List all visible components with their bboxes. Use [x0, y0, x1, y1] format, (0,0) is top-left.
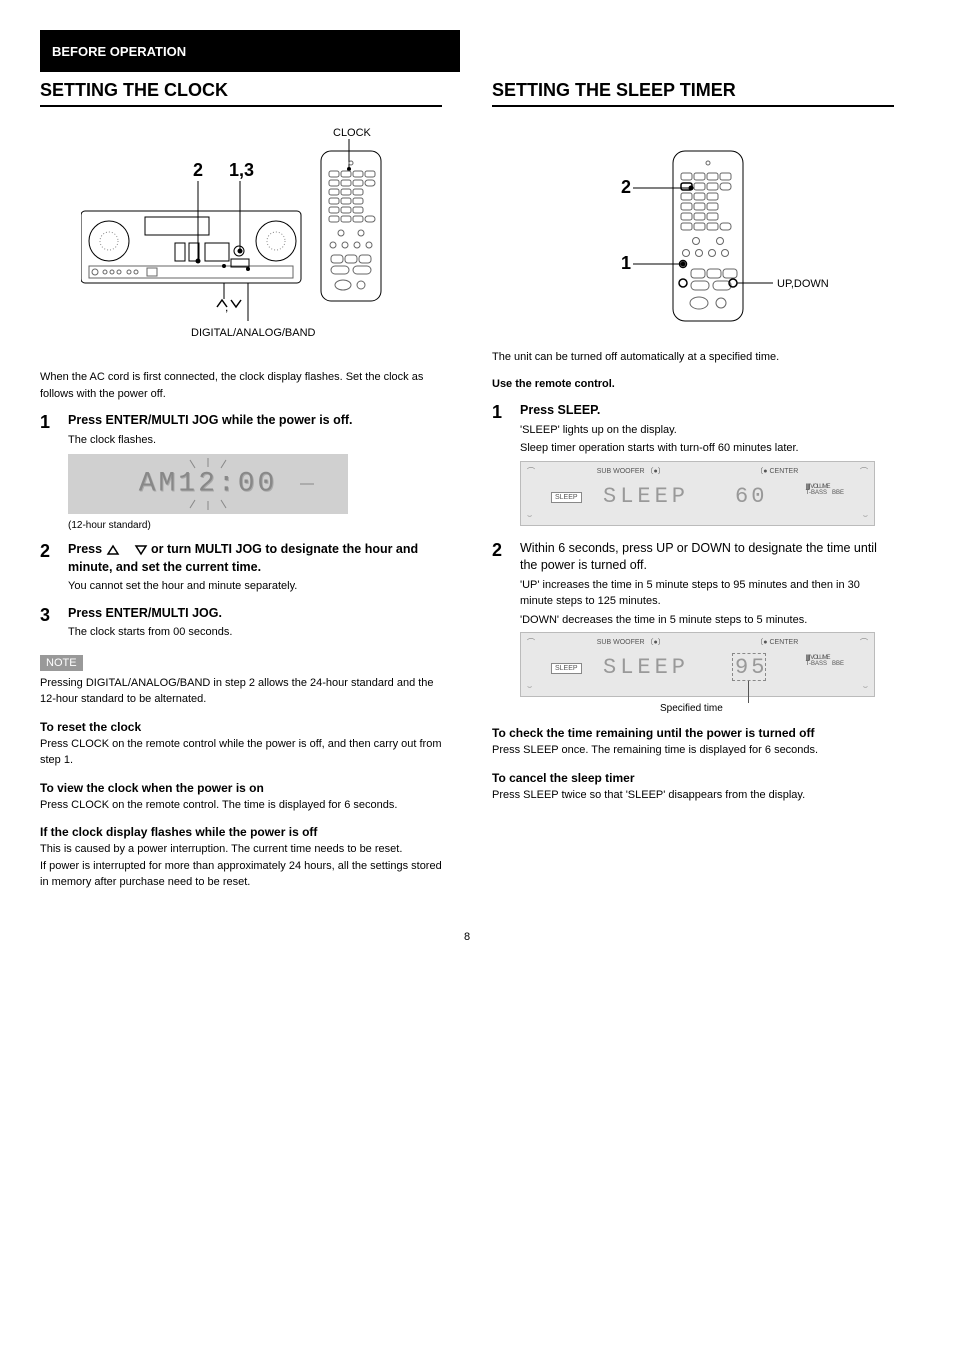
note-label: NOTE — [40, 655, 83, 671]
section-title-sleep: SETTING THE SLEEP TIMER — [492, 80, 894, 107]
page-number: 8 — [40, 931, 894, 943]
clock-step-3: 3 Press ENTER/MULTI JOG. The clock start… — [40, 605, 442, 641]
specified-time-caption: Specified time — [660, 703, 894, 714]
svg-text:2: 2 — [193, 160, 203, 180]
up-down-icons — [106, 544, 148, 556]
reset-clock-head: To reset the clock — [40, 720, 442, 734]
step-lead: Press or turn MULTI JOG to designate the… — [68, 541, 442, 576]
flash-clock-text: This is caused by a power interruption. … — [40, 841, 442, 891]
view-clock-text: Press CLOCK on the remote control. The t… — [40, 797, 442, 814]
clock-diagram: 2 1,3 CLOCK — [40, 121, 442, 351]
step-number: 1 — [492, 402, 510, 530]
step-sub: The clock flashes. — [68, 432, 442, 449]
step-sub: 'UP' increases the time in 5 minute step… — [520, 577, 894, 610]
svg-text:2: 2 — [621, 177, 631, 197]
sleep-step-2: 2 Within 6 seconds, press UP or DOWN to … — [492, 540, 894, 715]
svg-text:DIGITAL/ANALOG/BAND: DIGITAL/ANALOG/BAND — [191, 327, 316, 339]
step-lead: Press ENTER/MULTI JOG while the power is… — [68, 412, 442, 430]
view-clock-head: To view the clock when the power is on — [40, 781, 442, 795]
step-number: 2 — [492, 540, 510, 715]
left-column: SETTING THE CLOCK 2 1,3 CLOCK — [40, 80, 442, 901]
sleep-diagram: 2 1 — [492, 121, 894, 331]
reset-clock-text: Press CLOCK on the remote control while … — [40, 736, 442, 769]
header-bar: BEFORE OPERATION — [40, 30, 460, 72]
clock-display-text: AM12:00 — [139, 469, 278, 500]
svg-text:,: , — [225, 300, 228, 314]
step-sub: The clock starts from 00 seconds. — [68, 624, 442, 641]
step-lead: Press ENTER/MULTI JOG. — [68, 605, 442, 623]
svg-text:1: 1 — [621, 253, 631, 273]
svg-text:UP,DOWN: UP,DOWN — [777, 278, 829, 290]
sleep-step-1: 1 Press SLEEP. 'SLEEP' lights up on the … — [492, 402, 894, 530]
svg-text:1,3: 1,3 — [229, 160, 254, 180]
lcd-panel-1: ⌒ ⌒ ⌣ ⌣ SUB WOOFER 〔●〕 〔● CENTER SLEEP S… — [520, 461, 875, 526]
right-column: SETTING THE SLEEP TIMER 2 1 — [492, 80, 894, 901]
step-lead: Press SLEEP. — [520, 402, 894, 420]
cancel-sleep-head: To cancel the sleep timer — [492, 771, 894, 785]
step-number: 1 — [40, 412, 58, 531]
section-title-clock: SETTING THE CLOCK — [40, 80, 442, 107]
lcd-panel-2: ⌒ ⌒ ⌣ ⌣ SUB WOOFER 〔●〕 〔● CENTER SLEEP S… — [520, 632, 875, 697]
step-sub: 'DOWN' decreases the time in 5 minute st… — [520, 612, 894, 629]
note-text: Pressing DIGITAL/ANALOG/BAND in step 2 a… — [40, 675, 442, 708]
use-remote: Use the remote control. — [492, 376, 894, 393]
step-sub: You cannot set the hour and minute separ… — [68, 578, 442, 595]
clock-step-1: 1 Press ENTER/MULTI JOG while the power … — [40, 412, 442, 531]
step-lead: Within 6 seconds, press UP or DOWN to de… — [520, 540, 894, 575]
step-sub: Sleep timer operation starts with turn-o… — [520, 440, 894, 457]
clock-step-2: 2 Press or turn MULTI JOG to designate t… — [40, 541, 442, 595]
clock-intro: When the AC cord is first connected, the… — [40, 369, 442, 402]
svg-text:CLOCK: CLOCK — [333, 127, 372, 139]
step-sub: 'SLEEP' lights up on the display. — [520, 422, 894, 439]
sleep-intro: The unit can be turned off automatically… — [492, 349, 894, 366]
clock-display-caption: (12-hour standard) — [68, 520, 442, 531]
cancel-sleep-text: Press SLEEP twice so that 'SLEEP' disapp… — [492, 787, 894, 804]
step-number: 2 — [40, 541, 58, 595]
flash-clock-head: If the clock display flashes while the p… — [40, 825, 442, 839]
check-remaining-head: To check the time remaining until the po… — [492, 726, 894, 740]
check-remaining-text: Press SLEEP once. The remaining time is … — [492, 742, 894, 759]
step-number: 3 — [40, 605, 58, 641]
clock-display: AM12:00 — [68, 454, 348, 514]
